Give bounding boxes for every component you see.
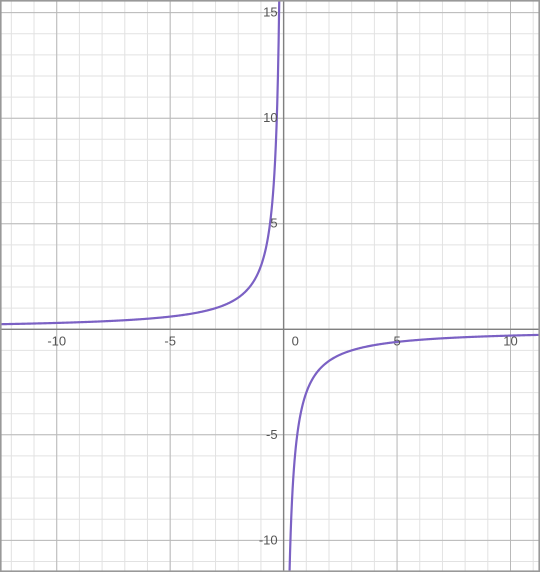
y-tick-label: -10 xyxy=(259,532,278,547)
y-tick-label: 15 xyxy=(263,5,277,20)
x-tick-label: -10 xyxy=(47,333,66,348)
x-tick-label: 10 xyxy=(503,333,517,348)
chart-background xyxy=(0,0,540,572)
x-tick-label: 0 xyxy=(292,333,299,348)
y-tick-label: -5 xyxy=(266,427,278,442)
y-tick-label: 5 xyxy=(270,216,277,231)
x-tick-label: 5 xyxy=(393,333,400,348)
x-tick-label: -5 xyxy=(164,333,176,348)
y-tick-label: 10 xyxy=(263,110,277,125)
chart-container: -10 -5 0 5 10 -10 -5 5 10 15 xyxy=(0,0,540,572)
reciprocal-curve-chart: -10 -5 0 5 10 -10 -5 5 10 15 xyxy=(0,0,540,572)
